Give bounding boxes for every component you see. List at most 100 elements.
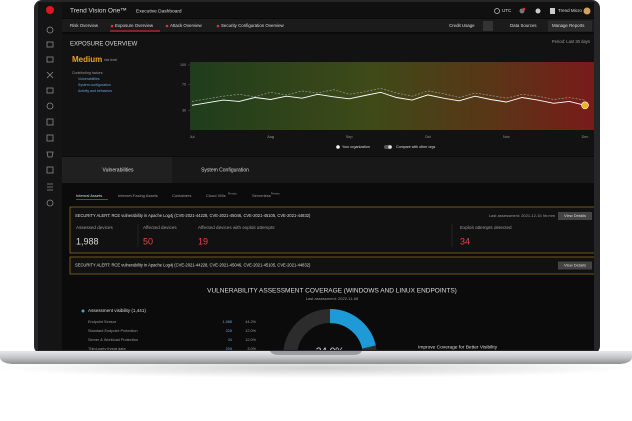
data-sources[interactable]: Data Sources <box>510 23 537 28</box>
help-icon[interactable] <box>535 8 541 14</box>
row-percent: 12.0% <box>245 329 256 333</box>
y-tick-label: 30 <box>182 108 186 112</box>
gauge-fill <box>329 309 376 349</box>
alert-text: SECURITY ALERT: RCE vulnerability in Apa… <box>75 263 311 268</box>
top-bar <box>62 2 594 18</box>
x-tick-label: Nov <box>503 135 510 139</box>
preview-badge: Preview <box>271 193 280 196</box>
coverage-cta: Improve Coverage for Better Visibility <box>418 344 498 350</box>
view-details-button[interactable] <box>558 212 592 220</box>
base-notch <box>270 351 362 355</box>
factor-link[interactable]: Vulnerabilities <box>78 77 100 81</box>
manage-reports[interactable]: Manage Reports <box>552 23 585 28</box>
alert-card <box>69 206 594 254</box>
settings-button[interactable] <box>483 21 493 31</box>
screen: Trend Vision One™ Executive Dashboard UT… <box>38 2 594 358</box>
factor-link[interactable]: System configuration <box>78 83 111 87</box>
asset-tab[interactable]: Containers <box>172 193 191 198</box>
coverage-title: VULNERABILITY ASSESSMENT COVERAGE (WINDO… <box>207 288 457 295</box>
x-tick-label: Dec <box>582 135 589 139</box>
notification-badge <box>522 7 526 11</box>
row-count: 34 <box>228 338 232 342</box>
tab-dot <box>165 24 169 28</box>
x-tick-label: Oct <box>425 135 432 139</box>
credit-usage[interactable]: Credit Usage <box>449 23 475 28</box>
metric-value: 19 <box>198 236 208 246</box>
coverage-assessed: Last assessment: 2022-11-08 <box>306 296 359 301</box>
tab-bar <box>62 19 594 32</box>
row-name: Endpoint Sensor <box>88 320 117 324</box>
tab[interactable]: Security Configuration Overview <box>221 23 285 28</box>
timezone[interactable]: UTC <box>502 8 512 13</box>
y-tick-label: 70 <box>182 82 186 86</box>
asset-tab[interactable]: Cloud VMs <box>206 193 226 198</box>
row-name: Server & Workload Protection <box>88 338 138 342</box>
clock-icon <box>494 8 500 14</box>
tab-dot <box>216 24 220 28</box>
alert-card <box>69 256 594 275</box>
factor-link[interactable]: Activity and behaviors <box>78 89 112 93</box>
subtab-active <box>62 157 172 183</box>
legend-dot <box>336 145 340 149</box>
metric-label: Affected devices <box>143 225 177 230</box>
panel-title: EXPOSURE OVERVIEW <box>70 42 138 48</box>
metric-label: Exploit attempts detected <box>460 225 512 230</box>
asset-tab-active <box>76 199 108 200</box>
exposure-chart: 30 70 100 Jul Aug Sep Oct Nov Dec <box>180 63 589 139</box>
row-count: 326 <box>226 329 232 333</box>
sidebar <box>38 2 62 350</box>
alert-assessment: Last assessment: 2021-12-15 hh:mm <box>489 213 556 218</box>
asset-tab[interactable]: Serverless <box>252 193 271 198</box>
metric-value: 34 <box>460 236 470 246</box>
visibility[interactable]: Assessment visibility (1,441) <box>88 308 146 313</box>
subtab[interactable]: Vulnerabilities <box>103 167 134 173</box>
metric-value: 1,988 <box>76 236 99 246</box>
metric-label: Assessed devices <box>76 225 113 230</box>
page-title: Executive Dashboard <box>136 8 182 14</box>
x-tick-label: Sep <box>346 135 353 139</box>
row-percent: 3.0% <box>247 347 256 351</box>
x-tick-label: Aug <box>267 135 274 139</box>
tab[interactable]: Exposure Overview <box>115 23 154 28</box>
legend-label: Your organization <box>342 145 370 149</box>
asset-tab[interactable]: Internet-Facing Assets <box>118 193 158 198</box>
row-percent: 44.2% <box>245 320 256 324</box>
risk-note: risk level <box>104 58 117 62</box>
toggle-knob <box>388 145 392 149</box>
row-percent: 12.0% <box>245 338 256 342</box>
x-tick-label: Jul <box>190 135 195 139</box>
tab[interactable]: Attack Overview <box>170 23 203 28</box>
subtab[interactable]: System Configuration <box>201 167 249 173</box>
row-count: 1,988 <box>222 320 232 324</box>
row-name: Third-party threat data <box>88 347 126 351</box>
button-label[interactable]: View Details <box>564 213 586 218</box>
button-label[interactable]: View Details <box>564 263 586 268</box>
logo <box>46 6 54 14</box>
avatar[interactable] <box>583 7 591 15</box>
legend-label: Compare with other orgs <box>396 145 436 149</box>
manage-reports-button[interactable] <box>548 20 592 32</box>
visibility-dot <box>81 309 85 313</box>
product-name: Trend Vision One™ <box>70 8 127 15</box>
account[interactable]: Trend Micro <box>558 8 582 13</box>
gauge-value: 34.0% <box>316 347 344 358</box>
series-line <box>191 91 586 106</box>
row-name: Standard Endpoint Protection <box>88 329 138 333</box>
preview-badge: Preview <box>228 193 237 196</box>
tab-dot <box>110 24 114 28</box>
asset-tab[interactable]: Internal Assets <box>76 193 102 198</box>
tab-active <box>110 30 160 32</box>
current-marker <box>581 101 589 110</box>
risk-level: Medium <box>72 55 102 64</box>
y-tick-label: 100 <box>180 63 186 67</box>
alert-text: SECURITY ALERT: RCE vulnerability in Apa… <box>75 213 311 218</box>
metric-value: 50 <box>143 236 153 246</box>
account-icon <box>550 8 555 14</box>
view-details-button[interactable] <box>558 261 592 270</box>
series-line <box>191 88 586 102</box>
tab[interactable]: Risk Overview <box>70 23 99 28</box>
coverage-table: Endpoint Sensor 1,988 44.2% Standard Endpoi… <box>88 320 257 351</box>
period[interactable]: Period: Last 30 days <box>552 39 590 44</box>
